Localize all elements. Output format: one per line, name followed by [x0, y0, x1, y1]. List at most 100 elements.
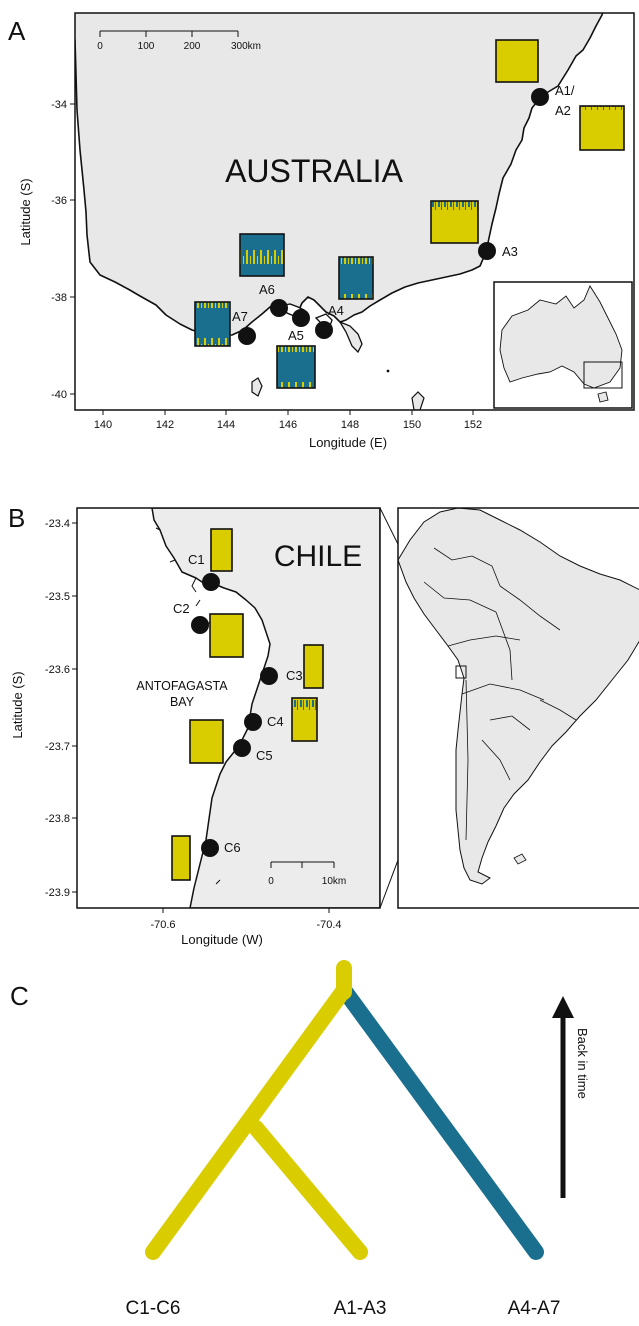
bay-label-line2: BAY: [170, 695, 195, 709]
scale-a-tick-3: 300km: [231, 41, 261, 52]
bay-label-line1: ANTOFAGASTA: [136, 679, 228, 693]
ytick-b-3: -23.7: [45, 741, 70, 753]
xtick-a-5: 150: [403, 419, 421, 431]
xtick-b-1: -70.4: [316, 919, 341, 931]
tasmania-inset: [597, 391, 609, 403]
branch-c1-c6: [145, 982, 352, 1260]
site-label-c5: C5: [256, 748, 273, 763]
panel-b-xlabel: Longitude (W): [181, 932, 263, 947]
branch-a4-a7: [336, 982, 544, 1260]
xtick-a-4: 148: [341, 419, 359, 431]
scale-b-tick-0: 0: [268, 876, 274, 887]
king-island: [251, 377, 263, 397]
ytick-b-4: -23.8: [45, 813, 70, 825]
ytick-a-0: -34: [51, 99, 67, 111]
falkland-islands: [513, 853, 527, 865]
wilsons-promontory: [338, 320, 363, 354]
divergence-tree: [145, 960, 544, 1260]
site-label-c6: C6: [224, 840, 241, 855]
structure-plot-a5: [276, 345, 316, 389]
panel-a-xlabel: Longitude (E): [309, 435, 387, 450]
coast-detail: [155, 527, 221, 885]
scale-a-tick-2: 200: [184, 41, 201, 52]
time-arrow: Back in time: [552, 996, 590, 1198]
panel-a-scale-bar: 0 100 200 300km: [97, 30, 261, 52]
panel-a-letter: A: [8, 16, 26, 46]
panel-b-ylabel: Latitude (S): [10, 671, 25, 738]
site-a7: [238, 327, 256, 345]
structure-plot-c5: [189, 719, 224, 764]
scale-a-tick-0: 0: [97, 41, 103, 52]
site-a1-a2: [531, 88, 549, 106]
panel-c-letter: C: [10, 981, 29, 1011]
structure-plot-c1: [210, 528, 233, 572]
ytick-b-1: -23.5: [45, 591, 70, 603]
structure-plot-c2: [209, 613, 244, 658]
site-a3: [478, 242, 496, 260]
south-america-frame: [397, 507, 639, 909]
xtick-a-6: 152: [464, 419, 482, 431]
xtick-a-1: 142: [156, 419, 174, 431]
site-label-a7: A7: [232, 309, 248, 324]
ytick-b-0: -23.4: [45, 518, 70, 530]
ytick-a-1: -36: [51, 195, 67, 207]
ytick-b-2: -23.6: [45, 664, 70, 676]
time-arrow-label: Back in time: [575, 1028, 590, 1099]
site-a5: [292, 309, 310, 327]
structure-plot-a2: [579, 105, 625, 151]
flinders-island: [411, 391, 425, 410]
site-c4: [244, 713, 262, 731]
study-area-box: [455, 665, 467, 679]
site-label-c2: C2: [173, 601, 190, 616]
tip-label-c1-c6: C1-C6: [126, 1298, 181, 1319]
panel-a-ylabel: Latitude (S): [18, 178, 33, 245]
site-label-a6: A6: [259, 282, 275, 297]
site-label-a4: A4: [328, 303, 344, 318]
australia-inset-map: [493, 281, 633, 409]
panel-a-y-axis: -34 -36 -38 -40 Latitude (S): [18, 99, 75, 401]
panel-a-map: [74, 12, 635, 411]
site-a6: [270, 299, 288, 317]
structure-plot-c4: [291, 697, 318, 742]
scale-b-tick-1: 10km: [322, 876, 346, 887]
tip-label-a4-a7: A4-A7: [508, 1298, 561, 1319]
xtick-b-0: -70.6: [150, 919, 175, 931]
structure-plot-a1: [495, 39, 539, 83]
structure-plot-a3: [430, 200, 479, 244]
tip-label-a1-a3: A1-A3: [334, 1298, 387, 1319]
panel-b-y-axis: -23.4 -23.5 -23.6 -23.7 -23.8 -23.9 Lati…: [10, 518, 77, 899]
panel-b-letter: B: [8, 503, 25, 533]
country-label-chile: CHILE: [274, 540, 362, 573]
inset-study-box: [583, 361, 623, 389]
country-label-australia: AUSTRALIA: [225, 153, 403, 189]
ytick-a-3: -40: [51, 389, 67, 401]
branch-a1-a3: [248, 1120, 368, 1260]
site-c6: [201, 839, 219, 857]
australia-landmass: [75, 13, 604, 337]
arrow-head-icon: [552, 996, 574, 1018]
ytick-b-5: -23.9: [45, 887, 70, 899]
xtick-a-0: 140: [94, 419, 112, 431]
site-label-c4: C4: [267, 714, 284, 729]
panel-b-map: [76, 507, 381, 909]
site-label-a3: A3: [502, 244, 518, 259]
site-label-a1: A1/: [555, 83, 575, 98]
site-label-a2: A2: [555, 103, 571, 118]
site-c2: [191, 616, 209, 634]
site-label-a5: A5: [288, 328, 304, 343]
south-america-outline: [398, 508, 639, 885]
ytick-a-2: -38: [51, 292, 67, 304]
country-borders: [423, 547, 577, 841]
site-c1: [202, 573, 220, 591]
panel-b-scale-bar: 0 10km: [268, 861, 346, 887]
structure-plot-c3: [303, 644, 324, 689]
xtick-a-2: 144: [217, 419, 235, 431]
site-c3: [260, 667, 278, 685]
panel-a-x-axis: 140 142 144 146 148 150 152 Longitude (E…: [94, 410, 482, 450]
site-c5: [233, 739, 251, 757]
structure-plot-a6: [239, 233, 285, 277]
south-america-inset-map: [397, 507, 639, 909]
panel-b-frame: [76, 507, 381, 909]
panel-a-frame: [74, 12, 635, 411]
